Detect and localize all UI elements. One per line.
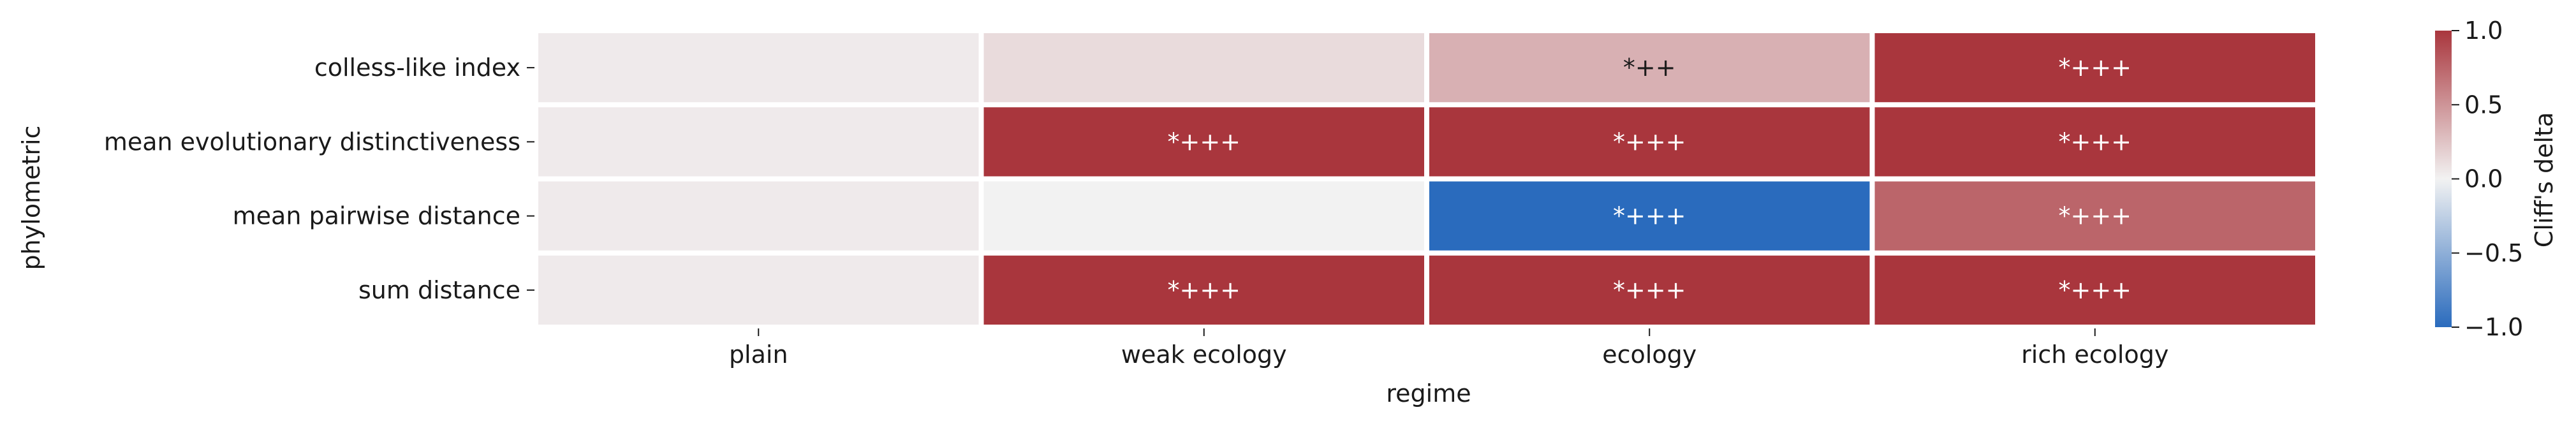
y-tick-label: mean pairwise distance — [233, 202, 520, 230]
x-tick-label: rich ecology — [2021, 341, 2168, 369]
heatmap-cell — [538, 181, 979, 251]
cell-annotation: *+++ — [1167, 128, 1240, 156]
cell-annotations: *++ *+++ *+++ *+++ *+++ *+++ *+++ *+++ *+++ *+++ — [1167, 54, 2131, 304]
colorbar-tick-label: −0.5 — [2464, 239, 2523, 267]
heatmap-cell — [1429, 33, 1870, 103]
heatmap-cell — [538, 255, 979, 325]
heatmap-cell — [1429, 107, 1870, 177]
heatmap-cell — [538, 33, 979, 103]
heatmap-cell — [983, 107, 1424, 177]
heatmap-cell — [983, 181, 1424, 251]
y-tick-label: colless-like index — [314, 54, 520, 82]
y-axis-label: phylometric — [17, 126, 45, 270]
heatmap-cell — [1429, 181, 1870, 251]
cell-annotation: *+++ — [1613, 276, 1686, 304]
heatmap-cell — [1429, 255, 1870, 325]
colorbar — [2435, 31, 2452, 327]
colorbar-tick-label: 0.5 — [2464, 91, 2503, 119]
heatmap-cell — [1874, 107, 2315, 177]
heatmap-cell — [983, 255, 1424, 325]
cell-annotation: *+++ — [2058, 54, 2131, 82]
y-tick-label: sum distance — [358, 276, 520, 304]
cell-annotation: *+++ — [1613, 128, 1686, 156]
heatmap-cell — [1874, 181, 2315, 251]
x-tick-label: weak ecology — [1121, 341, 1287, 369]
heatmap-cell — [983, 33, 1424, 103]
cell-annotation: *+++ — [2058, 128, 2131, 156]
cell-annotation: *+++ — [2058, 202, 2131, 230]
heatmap-cell — [1874, 255, 2315, 325]
cell-annotation: *+++ — [2058, 276, 2131, 304]
x-axis: plain weak ecology ecology rich ecology — [729, 328, 2168, 369]
y-axis: colless-like index mean evolutionary dist… — [104, 54, 534, 304]
heatmap-cells — [538, 33, 2315, 325]
heatmap-cell — [1874, 33, 2315, 103]
y-tick-label: mean evolutionary distinctiveness — [104, 128, 520, 156]
x-tick-label: ecology — [1602, 341, 1696, 369]
colorbar-label: Cliff's delta — [2530, 112, 2558, 247]
x-tick-label: plain — [729, 341, 788, 369]
cell-annotation: *++ — [1623, 54, 1676, 82]
heatmap-cell — [538, 107, 979, 177]
colorbar-tick-label: −1.0 — [2464, 313, 2523, 341]
colorbar-ticks: 1.0 0.5 0.0 −0.5 −1.0 — [2452, 17, 2523, 341]
cell-annotation: *+++ — [1167, 276, 1240, 304]
colorbar-tick-label: 0.0 — [2464, 165, 2503, 193]
cell-annotation: *+++ — [1613, 202, 1686, 230]
colorbar-tick-label: 1.0 — [2464, 17, 2503, 45]
x-axis-label: regime — [1386, 379, 1471, 408]
